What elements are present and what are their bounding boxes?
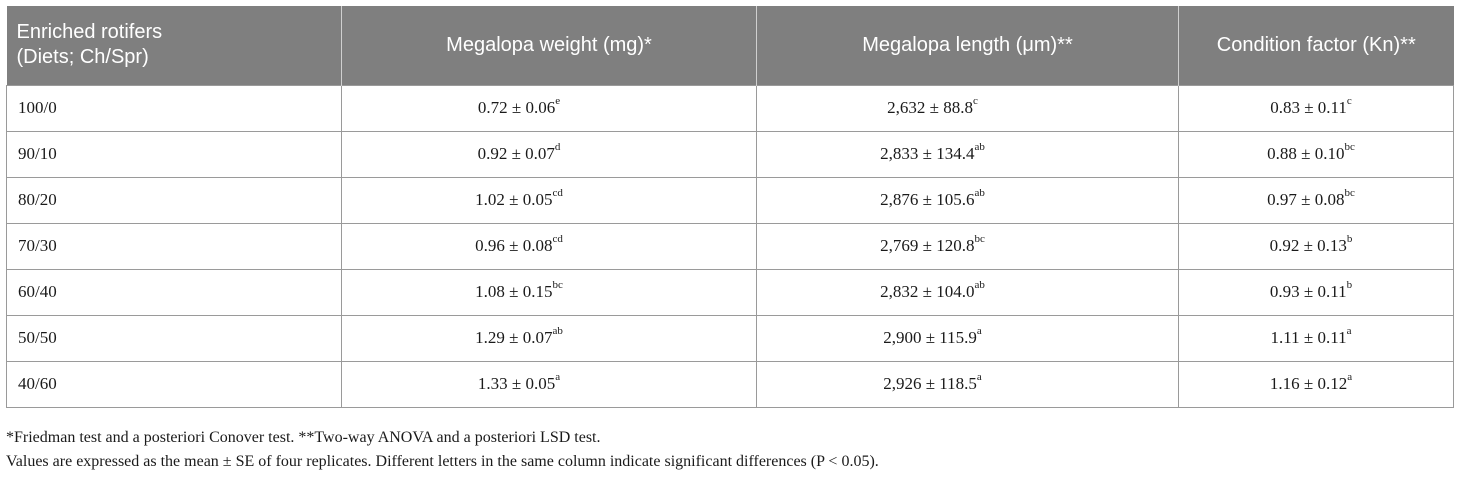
results-table: Enriched rotifers (Diets; Ch/Spr) Megalop…: [6, 6, 1454, 408]
length-cell: 2,632 ± 88.8c: [756, 84, 1179, 132]
diet-cell-value: 60/40: [18, 282, 57, 301]
weight-cell-significance-letter: e: [555, 95, 561, 108]
condition-factor-cell: 1.16 ± 0.12a: [1178, 360, 1454, 408]
length-cell-value: 2,926 ± 118.5: [883, 374, 977, 393]
condition-factor-cell-value: 0.97 ± 0.08: [1267, 190, 1345, 209]
diet-cell: 50/50: [6, 314, 342, 362]
weight-cell-value: 0.72 ± 0.06: [477, 98, 556, 117]
weight-cell-value: 0.92 ± 0.07: [477, 144, 555, 163]
length-cell-value: 2,832 ± 104.0: [880, 282, 975, 301]
weight-cell-significance-letter: d: [554, 141, 561, 154]
table-row: 90/10 0.92 ± 0.07d 2,833 ± 134.4ab 0.88 ± 0…: [6, 130, 1454, 178]
condition-factor-cell-significance-letter: b: [1346, 279, 1353, 292]
length-cell-significance-letter: c: [972, 95, 978, 108]
condition-factor-cell-value: 1.11 ± 0.11: [1270, 328, 1347, 347]
length-cell: 2,926 ± 118.5a: [756, 360, 1179, 408]
table-header-row: Enriched rotifers (Diets; Ch/Spr) Megalop…: [6, 6, 1454, 85]
length-cell-value: 2,876 ± 105.6: [880, 190, 975, 209]
weight-cell-significance-letter: bc: [552, 279, 563, 292]
diet-cell: 90/10: [6, 130, 342, 178]
condition-factor-cell-value: 0.93 ± 0.11: [1269, 282, 1347, 301]
length-cell-value: 2,900 ± 115.9: [883, 328, 977, 347]
condition-factor-cell-significance-letter: bc: [1344, 187, 1355, 200]
table-row: 80/20 1.02 ± 0.05cd 2,876 ± 105.6ab 0.97 ± …: [6, 176, 1454, 224]
length-cell-significance-letter: ab: [974, 187, 985, 200]
table-row: 50/50 1.29 ± 0.07ab 2,900 ± 115.9a 1.11 ± 0…: [6, 314, 1454, 362]
weight-cell: 0.92 ± 0.07d: [341, 130, 757, 178]
condition-factor-cell: 0.83 ± 0.11c: [1178, 84, 1454, 132]
condition-factor-cell: 0.97 ± 0.08bc: [1178, 176, 1454, 224]
condition-factor-cell: 0.93 ± 0.11b: [1178, 268, 1454, 316]
footnote-tests: *Friedman test and a posteriori Conover …: [6, 429, 601, 446]
length-cell-value: 2,833 ± 134.4: [880, 144, 975, 163]
table-row: 70/30 0.96 ± 0.08cd 2,769 ± 120.8bc 0.92 ± …: [6, 222, 1454, 270]
diet-cell-value: 50/50: [18, 328, 57, 347]
length-cell-significance-letter: bc: [974, 233, 985, 246]
length-cell: 2,833 ± 134.4ab: [756, 130, 1179, 178]
length-cell-significance-letter: a: [976, 371, 982, 384]
diet-cell: 40/60: [6, 360, 342, 408]
length-cell-significance-letter: ab: [974, 141, 985, 154]
header-length: Megalopa length (μm)**: [756, 6, 1179, 85]
header-diet-line2: (Diets; Ch/Spr): [16, 46, 149, 69]
weight-cell: 1.02 ± 0.05cd: [341, 176, 757, 224]
condition-factor-cell-significance-letter: a: [1346, 325, 1352, 338]
length-cell-significance-letter: ab: [974, 279, 985, 292]
weight-cell-significance-letter: a: [555, 371, 561, 384]
length-cell: 2,900 ± 115.9a: [756, 314, 1179, 362]
table-row: 100/0 0.72 ± 0.06e 2,632 ± 88.8c 0.83 ± 0.1…: [6, 84, 1454, 132]
length-cell-value: 2,769 ± 120.8: [880, 236, 975, 255]
condition-factor-cell-value: 0.83 ± 0.11: [1270, 98, 1347, 117]
condition-factor-cell-value: 1.16 ± 0.12: [1269, 374, 1348, 393]
weight-cell: 1.29 ± 0.07ab: [341, 314, 757, 362]
weight-cell-value: 1.29 ± 0.07: [475, 328, 553, 347]
results-table-container: Enriched rotifers (Diets; Ch/Spr) Megalop…: [6, 6, 1454, 408]
condition-factor-cell-significance-letter: a: [1347, 371, 1353, 384]
diet-cell: 70/30: [6, 222, 342, 270]
condition-factor-cell-significance-letter: b: [1346, 233, 1353, 246]
length-cell: 2,832 ± 104.0ab: [756, 268, 1179, 316]
diet-cell-value: 90/10: [18, 144, 57, 163]
condition-factor-cell-value: 0.92 ± 0.13: [1269, 236, 1347, 255]
condition-factor-cell-significance-letter: bc: [1344, 141, 1355, 154]
weight-cell-value: 0.96 ± 0.08: [475, 236, 553, 255]
weight-cell: 0.72 ± 0.06e: [341, 84, 757, 132]
header-weight: Megalopa weight (mg)*: [341, 6, 757, 85]
weight-cell-significance-letter: ab: [552, 325, 563, 338]
condition-factor-cell: 1.11 ± 0.11a: [1178, 314, 1454, 362]
header-condition-factor: Condition factor (Kn)**: [1178, 6, 1454, 85]
condition-factor-cell: 0.92 ± 0.13b: [1178, 222, 1454, 270]
header-diet: Enriched rotifers (Diets; Ch/Spr): [6, 6, 342, 85]
diet-cell: 100/0: [6, 84, 342, 132]
table-row: 60/40 1.08 ± 0.15bc 2,832 ± 104.0ab 0.93 ± …: [6, 268, 1454, 316]
diet-cell-value: 40/60: [18, 374, 57, 393]
weight-cell-significance-letter: cd: [552, 233, 563, 246]
diet-cell: 60/40: [6, 268, 342, 316]
weight-cell-value: 1.33 ± 0.05: [477, 374, 556, 393]
weight-cell: 1.33 ± 0.05a: [341, 360, 757, 408]
length-cell-significance-letter: a: [976, 325, 982, 338]
weight-cell: 0.96 ± 0.08cd: [341, 222, 757, 270]
length-cell: 2,769 ± 120.8bc: [756, 222, 1179, 270]
diet-cell: 80/20: [6, 176, 342, 224]
length-cell-value: 2,632 ± 88.8: [887, 98, 973, 117]
weight-cell: 1.08 ± 0.15bc: [341, 268, 757, 316]
condition-factor-cell-value: 0.88 ± 0.10: [1267, 144, 1345, 163]
diet-cell-value: 100/0: [18, 98, 57, 117]
weight-cell-value: 1.08 ± 0.15: [475, 282, 553, 301]
length-cell: 2,876 ± 105.6ab: [756, 176, 1179, 224]
diet-cell-value: 80/20: [18, 190, 57, 209]
condition-factor-cell: 0.88 ± 0.10bc: [1178, 130, 1454, 178]
header-diet-line1: Enriched rotifers: [16, 21, 163, 44]
table-row: 40/60 1.33 ± 0.05a 2,926 ± 118.5a 1.16 ± 0.…: [6, 360, 1454, 408]
condition-factor-cell-significance-letter: c: [1346, 95, 1352, 108]
footnote-values: Values are expressed as the mean ± SE of…: [6, 453, 879, 470]
weight-cell-significance-letter: cd: [552, 187, 563, 200]
diet-cell-value: 70/30: [18, 236, 57, 255]
weight-cell-value: 1.02 ± 0.05: [475, 190, 553, 209]
